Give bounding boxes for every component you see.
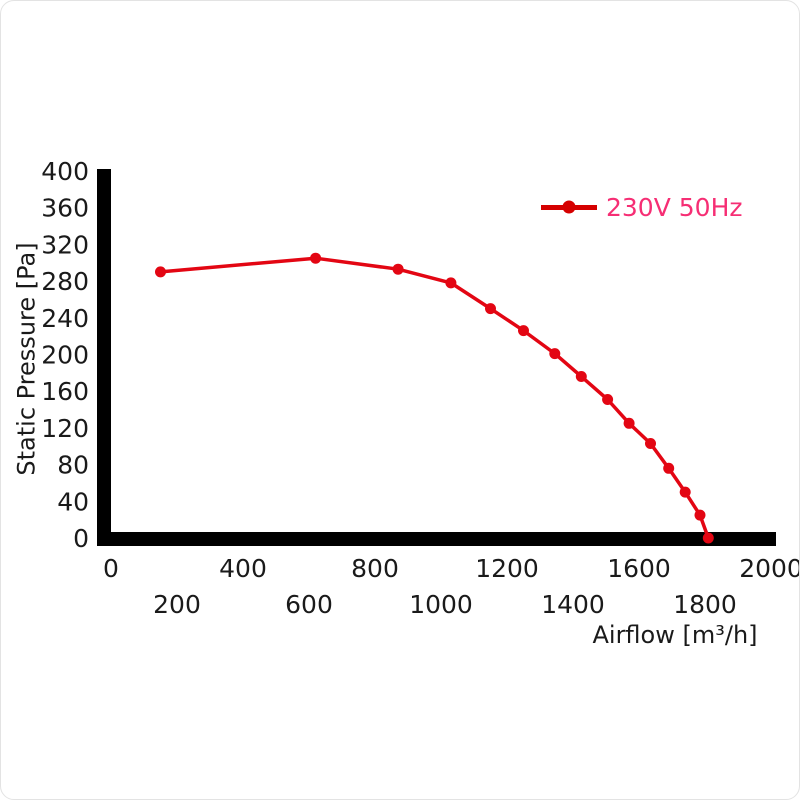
legend-label: 230V 50Hz xyxy=(606,192,743,222)
y-tick-label: 160 xyxy=(41,377,89,406)
x-tick-label-row1: 1600 xyxy=(607,554,671,583)
data-point xyxy=(549,348,561,360)
series-line xyxy=(158,256,711,540)
data-point xyxy=(602,394,614,405)
x-axis-line xyxy=(97,532,776,546)
x-tick-label-row2: 1400 xyxy=(541,590,605,619)
data-point xyxy=(645,438,656,449)
y-tick-label: 280 xyxy=(41,267,89,296)
y-tick-label: 120 xyxy=(41,414,89,443)
data-point xyxy=(694,509,706,521)
x-tick-label-row1: 400 xyxy=(219,554,267,583)
y-tick-label: 200 xyxy=(41,341,89,370)
y-tick-label: 360 xyxy=(41,194,89,223)
y-tick-label: 0 xyxy=(73,524,89,553)
y-tick-label: 40 xyxy=(57,487,89,516)
x-tick-label-row1: 800 xyxy=(351,554,399,583)
data-point xyxy=(445,277,457,289)
data-point xyxy=(392,263,404,275)
plot-canvas: 0 40 80 120 160 200 240 280 320 360 400 0 400 800 1200… xyxy=(41,157,800,619)
data-point xyxy=(155,266,166,278)
x-tick-label-row2: 1800 xyxy=(673,590,737,619)
performance-chart: 0 40 80 120 160 200 240 280 320 360 400 0 400 800 1200… xyxy=(1,1,800,701)
data-point xyxy=(518,325,529,337)
legend-dot-marker-icon xyxy=(562,200,576,214)
x-tick-label-row1: 0 xyxy=(103,554,119,583)
data-point xyxy=(310,252,322,264)
x-axis-title: Airflow [m³/h] xyxy=(592,621,758,649)
x-tick-label-row1: 2000 xyxy=(739,554,800,583)
data-point xyxy=(485,303,496,315)
legend-line-marker-icon xyxy=(541,200,597,214)
y-tick-label: 240 xyxy=(41,304,89,333)
x-tick-label-row2: 1000 xyxy=(409,590,473,619)
data-point xyxy=(702,532,714,544)
data-point xyxy=(575,371,587,382)
y-tick-label: 320 xyxy=(41,230,89,259)
y-tick-label: 400 xyxy=(41,157,89,186)
data-point xyxy=(663,462,675,474)
data-point xyxy=(679,486,691,498)
y-tick-label: 80 xyxy=(57,451,89,480)
x-tick-label-row1: 1200 xyxy=(475,554,539,583)
x-tick-label-row2: 600 xyxy=(285,590,333,619)
data-point xyxy=(623,417,635,429)
x-tick-label-row2: 200 xyxy=(153,590,201,619)
y-axis-line xyxy=(97,169,111,546)
legend: 230V 50Hz xyxy=(541,192,743,222)
